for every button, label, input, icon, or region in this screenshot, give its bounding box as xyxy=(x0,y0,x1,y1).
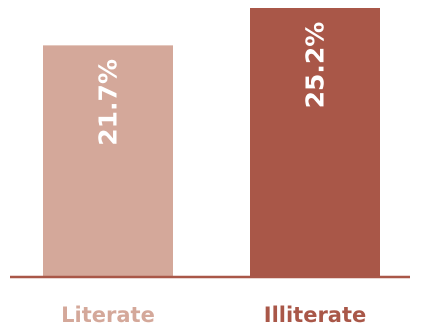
data-label-literate: 21.7% xyxy=(94,59,123,146)
data-label-illiterate: 25.2% xyxy=(301,22,330,109)
bars-group xyxy=(43,8,380,277)
bar-literate xyxy=(43,45,173,277)
category-label-illiterate: Illiterate xyxy=(264,303,367,327)
labels-group: 21.7% Literate 25.2% Illiterate xyxy=(61,22,366,327)
bar-illiterate xyxy=(250,8,380,277)
category-label-literate: Literate xyxy=(61,303,155,327)
